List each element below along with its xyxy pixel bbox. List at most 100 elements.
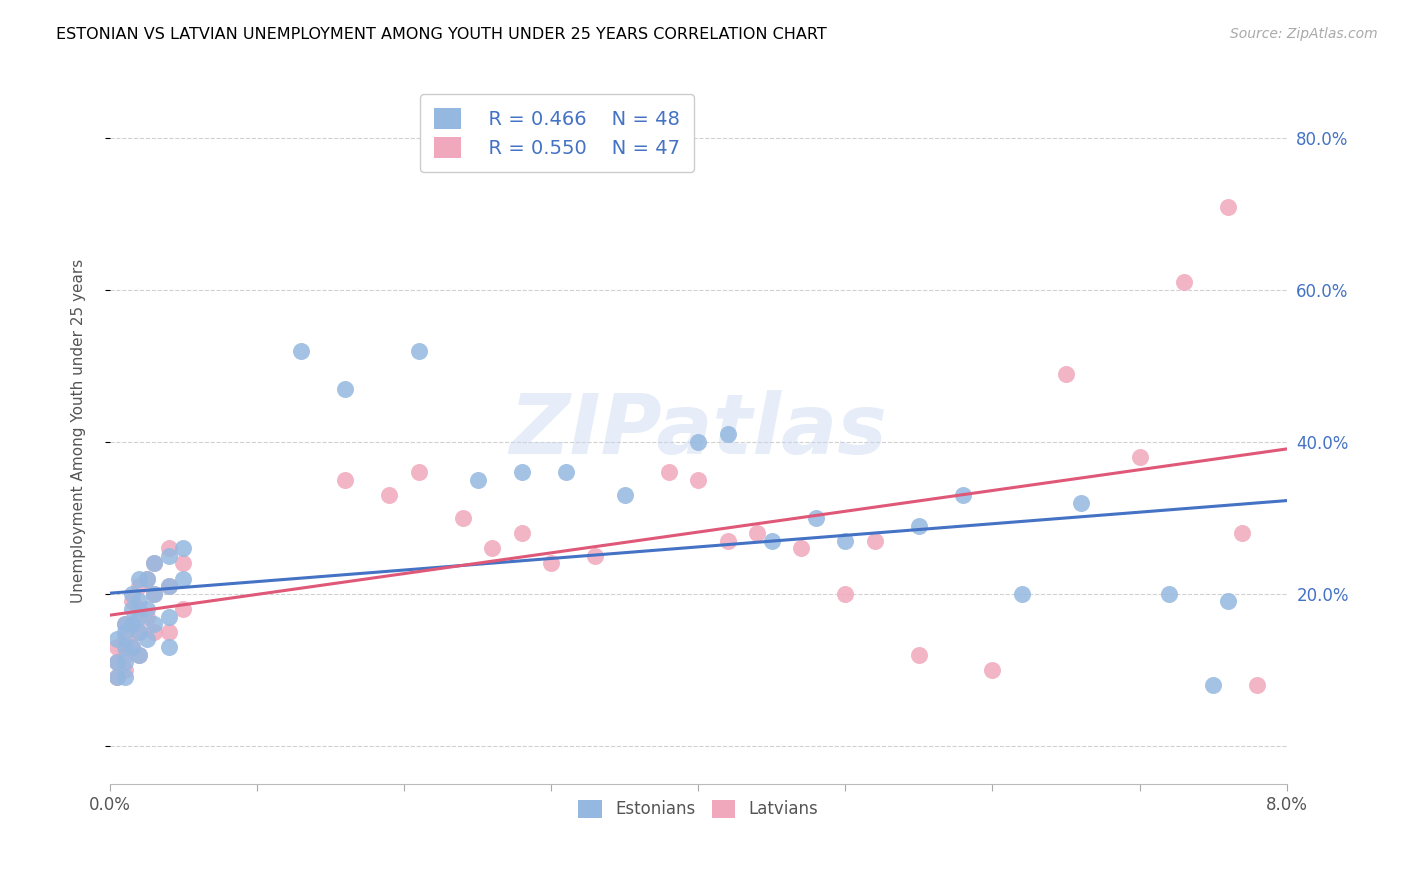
Y-axis label: Unemployment Among Youth under 25 years: Unemployment Among Youth under 25 years <box>72 259 86 603</box>
Point <box>172 557 194 571</box>
Point <box>135 632 157 647</box>
Point <box>554 466 576 480</box>
Point <box>114 624 136 639</box>
Point <box>128 624 150 639</box>
Point <box>981 663 1004 677</box>
Point <box>114 632 136 647</box>
Point <box>135 602 157 616</box>
Point <box>157 624 180 639</box>
Point <box>408 343 430 358</box>
Point <box>467 473 489 487</box>
Point <box>128 624 150 639</box>
Point <box>121 594 143 608</box>
Point <box>1216 594 1239 608</box>
Point <box>135 609 157 624</box>
Point <box>717 427 740 442</box>
Point <box>128 648 150 662</box>
Point <box>128 594 150 608</box>
Point <box>121 587 143 601</box>
Point <box>790 541 813 556</box>
Point <box>172 541 194 556</box>
Point <box>761 533 783 548</box>
Point <box>335 473 357 487</box>
Point <box>613 488 636 502</box>
Point <box>157 579 180 593</box>
Point <box>128 648 150 662</box>
Point <box>114 617 136 632</box>
Point <box>172 572 194 586</box>
Point <box>157 549 180 563</box>
Point <box>121 617 143 632</box>
Point <box>952 488 974 502</box>
Text: Source: ZipAtlas.com: Source: ZipAtlas.com <box>1230 27 1378 41</box>
Point <box>143 587 166 601</box>
Point <box>717 533 740 548</box>
Point <box>105 655 128 669</box>
Point <box>143 587 166 601</box>
Point <box>128 579 150 593</box>
Point <box>658 466 681 480</box>
Point <box>105 640 128 654</box>
Point <box>1202 678 1225 692</box>
Point <box>157 579 180 593</box>
Point <box>128 572 150 586</box>
Point <box>135 572 157 586</box>
Point <box>1011 587 1033 601</box>
Point <box>143 617 166 632</box>
Point <box>128 602 150 616</box>
Point <box>143 557 166 571</box>
Point <box>1070 496 1092 510</box>
Point <box>378 488 401 502</box>
Point <box>105 632 128 647</box>
Point <box>121 617 143 632</box>
Point <box>1173 276 1195 290</box>
Point <box>143 557 166 571</box>
Point <box>172 602 194 616</box>
Point <box>510 466 533 480</box>
Legend: Estonians, Latvians: Estonians, Latvians <box>572 793 825 825</box>
Point <box>128 609 150 624</box>
Text: ZIPatlas: ZIPatlas <box>509 390 887 471</box>
Point <box>908 648 931 662</box>
Point <box>114 617 136 632</box>
Point <box>335 382 357 396</box>
Point <box>804 511 827 525</box>
Point <box>1128 450 1150 465</box>
Point <box>114 640 136 654</box>
Point <box>105 655 128 669</box>
Point <box>157 541 180 556</box>
Point <box>481 541 503 556</box>
Point <box>451 511 474 525</box>
Point <box>143 624 166 639</box>
Point <box>157 609 180 624</box>
Point <box>114 663 136 677</box>
Point <box>121 602 143 616</box>
Point <box>1232 526 1254 541</box>
Point <box>105 670 128 684</box>
Point <box>863 533 886 548</box>
Point <box>1246 678 1268 692</box>
Point <box>834 587 856 601</box>
Point <box>121 640 143 654</box>
Point <box>834 533 856 548</box>
Point <box>114 655 136 669</box>
Point <box>745 526 768 541</box>
Point <box>114 648 136 662</box>
Point <box>121 640 143 654</box>
Point <box>1054 367 1077 381</box>
Point <box>290 343 312 358</box>
Point <box>583 549 606 563</box>
Point <box>1157 587 1180 601</box>
Point <box>540 557 562 571</box>
Point <box>510 526 533 541</box>
Point <box>105 670 128 684</box>
Point <box>908 518 931 533</box>
Point <box>688 434 710 449</box>
Point <box>157 640 180 654</box>
Point <box>114 670 136 684</box>
Text: ESTONIAN VS LATVIAN UNEMPLOYMENT AMONG YOUTH UNDER 25 YEARS CORRELATION CHART: ESTONIAN VS LATVIAN UNEMPLOYMENT AMONG Y… <box>56 27 827 42</box>
Point <box>1216 200 1239 214</box>
Point <box>688 473 710 487</box>
Point <box>135 572 157 586</box>
Point <box>408 466 430 480</box>
